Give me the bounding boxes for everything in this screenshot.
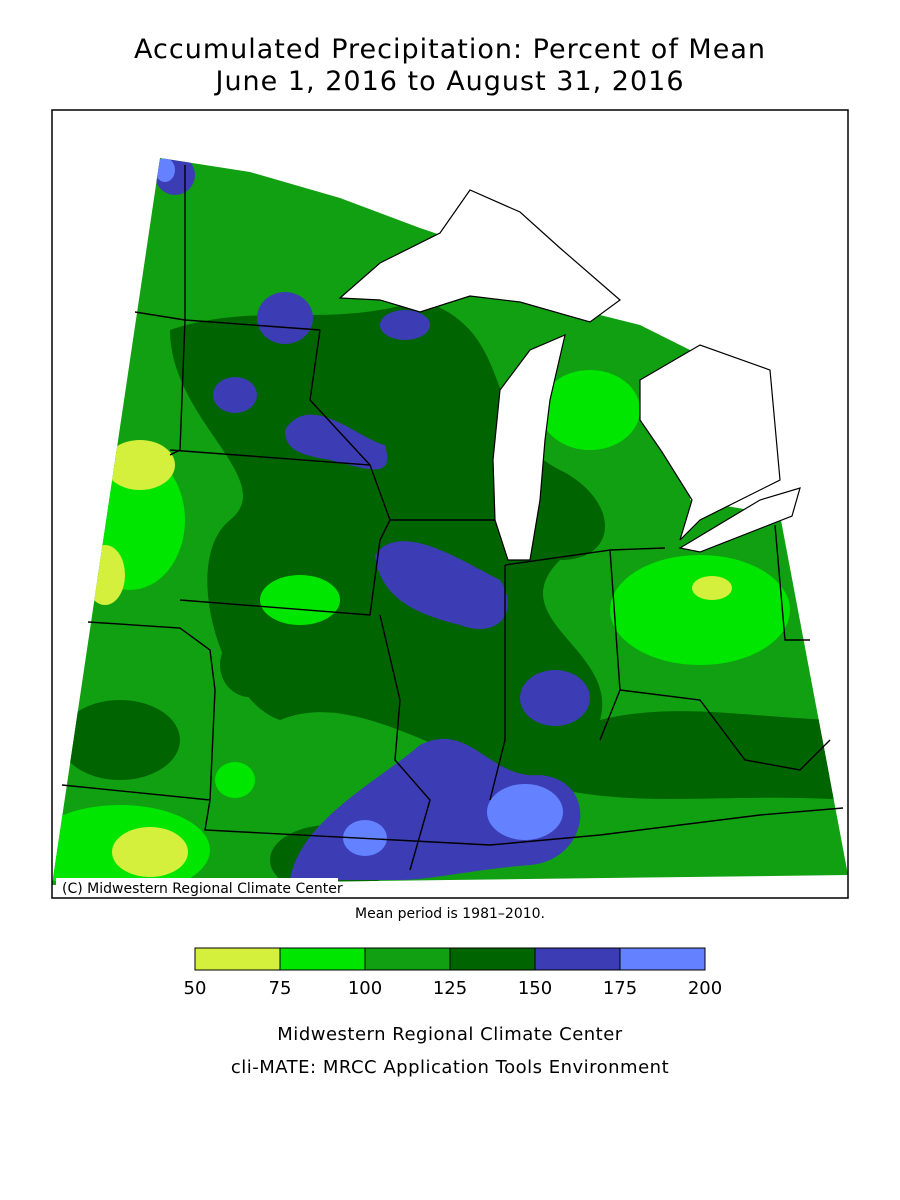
precip-region	[105, 440, 175, 490]
legend-tick-label: 150	[518, 978, 552, 999]
footer-line: cli-MATE: MRCC Application Tools Environ…	[231, 1057, 669, 1078]
precip-region	[610, 555, 790, 665]
legend-tick-label: 175	[603, 978, 637, 999]
precip-region	[540, 370, 640, 450]
precip-region	[720, 730, 840, 790]
legend: 50 75 100 125 150 175 200	[184, 947, 722, 999]
mean-period-note: Mean period is 1981–2010.	[355, 906, 545, 922]
precip-region	[375, 541, 508, 629]
legend-swatch	[619, 947, 706, 971]
legend-swatch	[279, 947, 366, 971]
footer-line: Midwestern Regional Climate Center	[277, 1024, 623, 1045]
precip-region	[112, 827, 188, 877]
precip-region	[60, 700, 180, 780]
copyright-box	[56, 878, 338, 897]
legend-swatch	[534, 947, 621, 971]
legend-tick-label: 200	[688, 978, 722, 999]
legend-tick-label: 75	[269, 978, 292, 999]
precip-region	[215, 762, 255, 798]
title: Accumulated Precipitation: Percent of Me…	[134, 34, 766, 65]
precip-region	[487, 784, 563, 840]
precip-region	[257, 292, 313, 344]
copyright: (C) Midwestern Regional Climate Center	[62, 881, 343, 897]
precip-region	[155, 158, 175, 182]
legend-swatch	[449, 947, 536, 971]
legend-tick-label: 50	[184, 978, 207, 999]
precip-region	[380, 310, 430, 340]
precip-region	[692, 576, 732, 600]
legend-swatch	[364, 947, 451, 971]
map-frame	[51, 109, 849, 899]
legend-tick-label: 125	[433, 978, 467, 999]
legend-swatch	[194, 947, 281, 971]
precip-region	[260, 575, 340, 625]
precip-region	[520, 670, 590, 726]
state-borders	[61, 165, 844, 871]
precip-region	[220, 633, 280, 697]
legend-tick-label: 100	[348, 978, 382, 999]
precip-region	[213, 377, 257, 413]
lakes	[338, 189, 801, 561]
subtitle: June 1, 2016 to August 31, 2016	[213, 66, 684, 97]
precip-region	[85, 545, 125, 605]
